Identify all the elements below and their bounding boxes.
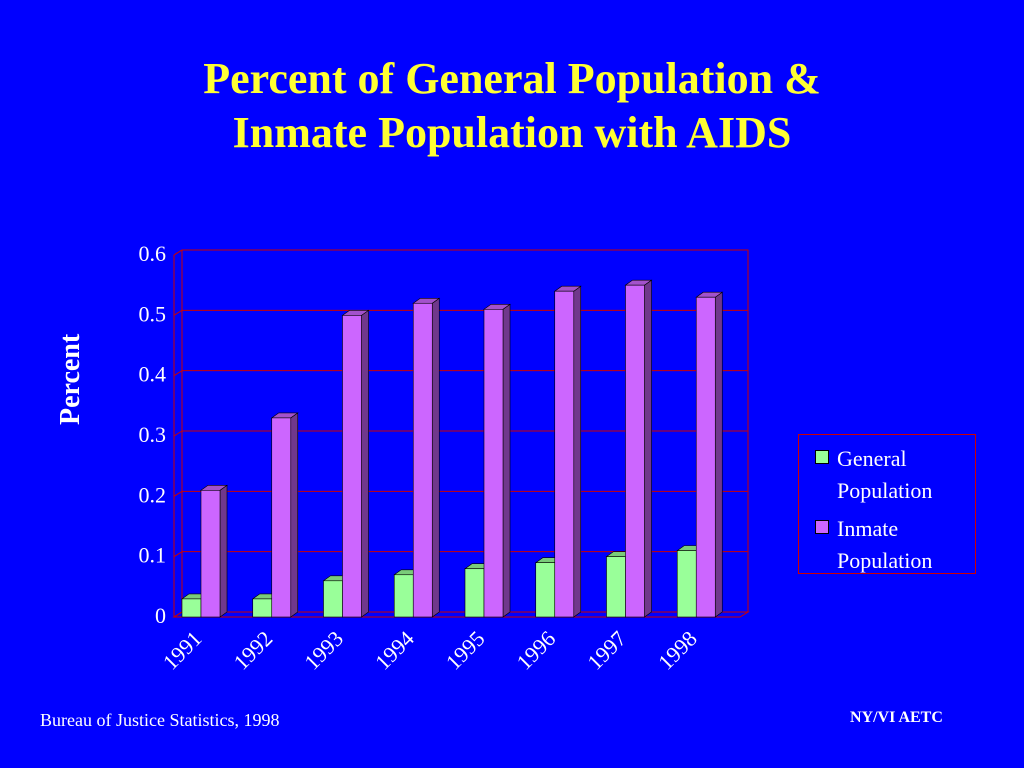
bar-inmate-population [200, 489, 221, 618]
gridline-side [173, 430, 183, 437]
bar-general-population [323, 580, 343, 618]
bar-inmate-population [554, 290, 575, 618]
gridline-side [173, 309, 183, 316]
bar-general-population [676, 550, 697, 618]
legend-item-general: General Population [815, 443, 969, 507]
bar-general-population [535, 562, 556, 618]
bar-inmate-population-side [219, 484, 228, 618]
bar-inmate-population-side [502, 303, 511, 618]
x-tick-label: 1991 [158, 626, 207, 675]
gridline-side [173, 611, 183, 618]
legend-label-general: General Population [837, 446, 933, 503]
slide-title: Percent of General Population & Inmate P… [0, 52, 1024, 160]
x-tick-label: 1996 [511, 626, 560, 675]
y-tick-label: 0.2 [139, 482, 167, 507]
title-line-1: Percent of General Population & [203, 54, 821, 103]
y-tick-label: 0.4 [139, 362, 167, 387]
gridline-side [173, 551, 183, 558]
x-tick-label: 1995 [441, 626, 490, 675]
bar-inmate-population [412, 302, 433, 618]
gridline-side [173, 249, 183, 256]
chart-legend: General Population Inmate Population [798, 434, 976, 574]
bar-inmate-population [625, 284, 645, 618]
x-tick-label: 1997 [582, 626, 631, 675]
y-tick-label: 0 [155, 603, 166, 628]
x-tick-label: 1994 [370, 626, 419, 675]
bar-general-population [606, 556, 626, 618]
x-tick-label: 1992 [228, 626, 277, 675]
y-tick-label: 0.6 [139, 241, 167, 266]
y-tick-label: 0.1 [139, 543, 167, 568]
bar-general-population [181, 598, 202, 618]
legend-swatch-inmate [815, 520, 829, 534]
y-axis-label: Percent [55, 333, 86, 425]
legend-swatch-general [815, 450, 829, 464]
bar-inmate-population [483, 308, 504, 618]
bar-inmate-population [271, 417, 292, 618]
bar-inmate-population-side [644, 279, 652, 618]
bar-general-population [393, 574, 414, 618]
bar-inmate-population-side [290, 412, 299, 618]
bar-inmate-population-side [573, 285, 582, 618]
bar-inmate-population-side [714, 291, 723, 618]
bar-inmate-population-side [431, 297, 440, 618]
bar-general-population [464, 568, 485, 618]
title-line-2: Inmate Population with AIDS [232, 108, 792, 157]
y-tick-label: 0.3 [139, 422, 167, 447]
legend-label-inmate: Inmate Population [837, 516, 933, 573]
bar-inmate-population [695, 296, 716, 618]
x-tick-label: 1998 [653, 626, 702, 675]
x-tick-label: 1993 [299, 626, 348, 675]
gridline-side [173, 370, 183, 377]
bar-inmate-population [342, 315, 362, 618]
source-note: Bureau of Justice Statistics, 1998 [40, 710, 280, 730]
bar-inmate-population-side [361, 309, 369, 618]
gridline-side [173, 490, 183, 497]
bar-general-population [252, 598, 273, 618]
y-tick-label: 0.5 [139, 301, 167, 326]
credit-note: NY/VI AETC [850, 709, 943, 726]
legend-item-inmate: Inmate Population [815, 513, 969, 577]
